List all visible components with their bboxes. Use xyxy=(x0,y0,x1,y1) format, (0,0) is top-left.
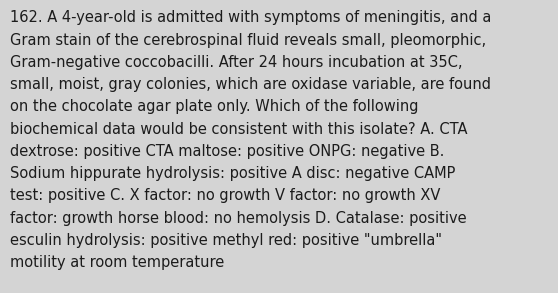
Text: small, moist, gray colonies, which are oxidase variable, are found: small, moist, gray colonies, which are o… xyxy=(10,77,491,92)
Text: Sodium hippurate hydrolysis: positive A disc: negative CAMP: Sodium hippurate hydrolysis: positive A … xyxy=(10,166,455,181)
Text: 162. A 4-year-old is admitted with symptoms of meningitis, and a: 162. A 4-year-old is admitted with sympt… xyxy=(10,10,492,25)
Text: dextrose: positive CTA maltose: positive ONPG: negative B.: dextrose: positive CTA maltose: positive… xyxy=(10,144,444,159)
Text: esculin hydrolysis: positive methyl red: positive "umbrella": esculin hydrolysis: positive methyl red:… xyxy=(10,233,442,248)
Text: biochemical data would be consistent with this isolate? A. CTA: biochemical data would be consistent wit… xyxy=(10,122,468,137)
Text: factor: growth horse blood: no hemolysis D. Catalase: positive: factor: growth horse blood: no hemolysis… xyxy=(10,211,466,226)
Text: Gram stain of the cerebrospinal fluid reveals small, pleomorphic,: Gram stain of the cerebrospinal fluid re… xyxy=(10,33,486,47)
Text: test: positive C. X factor: no growth V factor: no growth XV: test: positive C. X factor: no growth V … xyxy=(10,188,440,203)
Text: motility at room temperature: motility at room temperature xyxy=(10,255,224,270)
Text: Gram-negative coccobacilli. After 24 hours incubation at 35C,: Gram-negative coccobacilli. After 24 hou… xyxy=(10,55,463,70)
Text: on the chocolate agar plate only. Which of the following: on the chocolate agar plate only. Which … xyxy=(10,99,418,114)
